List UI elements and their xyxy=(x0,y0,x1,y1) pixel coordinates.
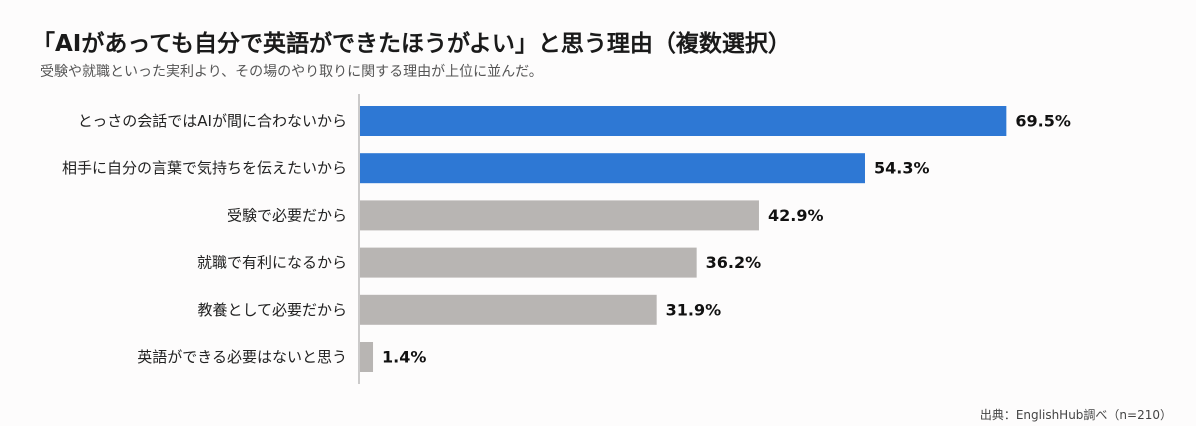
bar-5 xyxy=(360,294,657,325)
bar-6 xyxy=(360,342,374,372)
value-label-5: 31.9% xyxy=(666,300,722,319)
value-label-6: 1.4% xyxy=(382,348,426,367)
bars-group: とっさの会話ではAIが間に合わないから 69.5% 相手に自分の言葉で気持ちを伝えた… xyxy=(62,106,1071,372)
source-note: 出典：EnglishHub調べ（n=210） xyxy=(979,408,1172,422)
bar-1 xyxy=(360,106,1007,136)
value-label-1: 69.5% xyxy=(1015,112,1071,131)
chart-subtitle: 受験や就職といった実利より、その場のやり取りに関する理由が上位に並んだ。 xyxy=(40,64,543,80)
bar-4 xyxy=(360,247,697,278)
chart-title: 「AIがあっても自分で英語ができたほうがよい」と思う理由（複数選択） xyxy=(32,31,791,57)
value-label-2: 54.3% xyxy=(874,159,930,178)
category-label-6: 英語ができる必要はないと思う xyxy=(137,348,347,366)
category-label-2: 相手に自分の言葉で気持ちを伝えたいから xyxy=(62,159,347,177)
category-label-5: 教養として必要だから xyxy=(197,301,347,319)
category-label-1: とっさの会話ではAIが間に合わないから xyxy=(78,112,347,130)
bar-3 xyxy=(360,200,759,231)
value-label-4: 36.2% xyxy=(706,253,762,272)
category-label-4: 就職で有利になるから xyxy=(197,254,347,272)
category-label-3: 受験で必要だから xyxy=(227,206,347,224)
value-label-3: 42.9% xyxy=(768,206,824,225)
bar-2 xyxy=(360,153,865,184)
